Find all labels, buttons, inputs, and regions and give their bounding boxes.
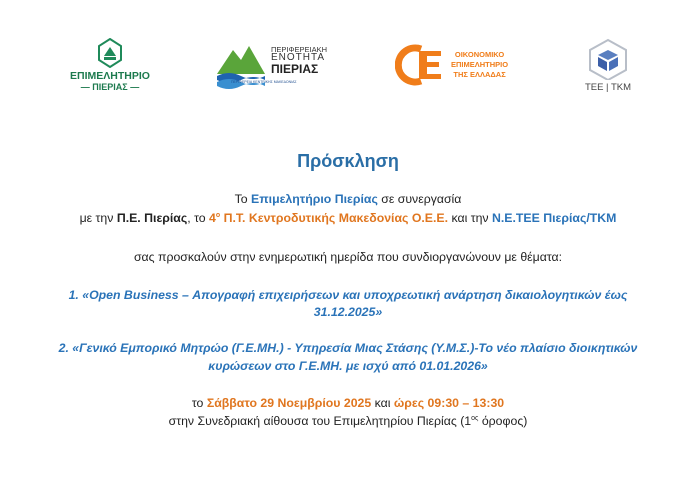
- intro-line-1: Το Επιμελητήριο Πιερίας σε συνεργασία: [234, 192, 462, 206]
- epimelitirio-pierias-logo: ΕΠΙΜΕΛΗΤΗΡΙΟ — ΠΙΕΡΙΑΣ —: [60, 32, 160, 98]
- topic-2-line-1: 2. «Γενικό Εμπορικό Μητρώο (Γ.Ε.ΜΗ.) - Υ…: [58, 341, 638, 355]
- mountain-sea-icon: [217, 46, 265, 89]
- topic-2-line-2: κυρώσεων στο Γ.Ε.ΜΗ. με ισχύ από 01.01.2…: [208, 359, 488, 373]
- oikonomiko-epimelitirio-logo: ΟΙΚΟΝΟΜΙΚΟ ΕΠΙΜΕΛΗΤΗΡΙΟ ΤΗΣ ΕΛΛΑΔΑΣ: [395, 32, 515, 98]
- topic-1-line-1: 1. «Open Business – Απογραφή επιχειρήσεω…: [68, 288, 628, 302]
- cube-icon: [589, 38, 627, 80]
- oee-emblem-icon: [395, 44, 441, 86]
- intro-line-2: με την Π.Ε. Πιερίας, το 4ο Π.Τ. Κεντροδυ…: [79, 211, 617, 225]
- page-title: Πρόσκληση: [297, 151, 399, 171]
- chamber-emblem-icon: [98, 38, 122, 68]
- event-location: στην Συνεδριακή αίθουσα του Επιμελητηρίο…: [168, 414, 528, 428]
- perifereiaki-enotita-pierias-logo: ΠΕΡΙΦΕΡΕΙΑΚΗ ΕΝΟΤΗΤΑ ΠΙΕΡΙΑΣ ΠΕΡΙΦΕΡΕΙΑ …: [215, 32, 335, 98]
- tee-tkm-logo: TEE | TKM: [578, 32, 638, 98]
- topic-1-line-2: 31.12.2025»: [313, 305, 383, 319]
- intro-line-3: σας προσκαλούν στην ενημερωτική ημερίδα …: [133, 250, 563, 264]
- event-datetime: το Σάββατο 29 Νοεμβρίου 2025 και ώρες 09…: [191, 396, 505, 410]
